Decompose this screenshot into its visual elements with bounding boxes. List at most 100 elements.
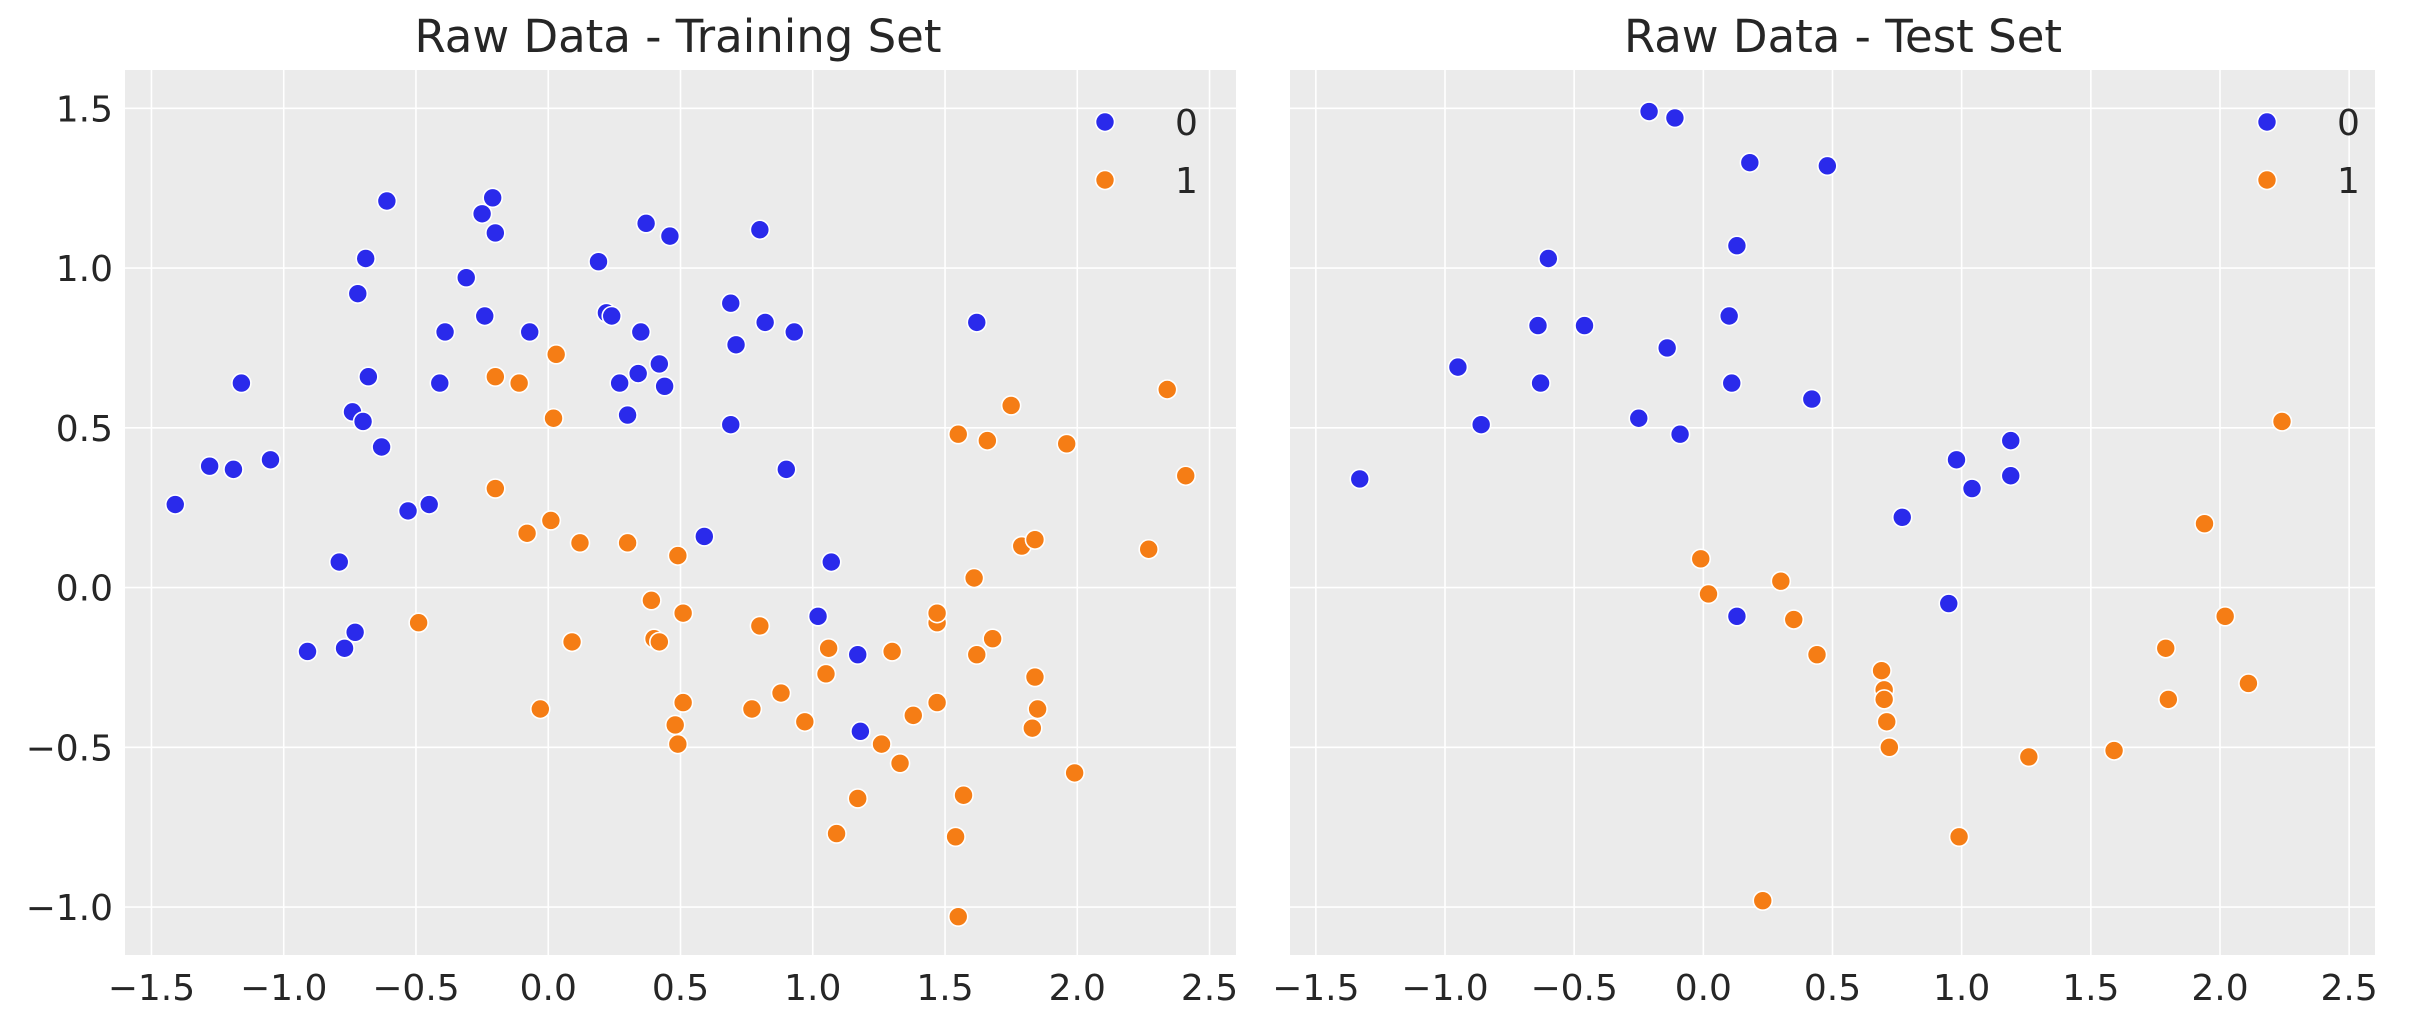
data-point-class-0: [1726, 235, 1748, 257]
data-point-class-0: [429, 372, 451, 394]
x-tick-label: −0.5: [1530, 968, 1617, 1009]
data-point-class-0: [659, 225, 681, 247]
x-tick-label: 2.5: [2321, 968, 2378, 1009]
data-point-class-0: [609, 372, 630, 394]
data-point-class-1: [530, 698, 551, 720]
data-point-class-1: [1056, 433, 1078, 455]
data-point-class-1: [561, 631, 583, 653]
x-tick-label: −1.5: [1272, 968, 1359, 1009]
data-point-class-0: [1628, 407, 1650, 429]
data-point-class-1: [1690, 548, 1712, 570]
legend-marker: [1094, 169, 1116, 191]
data-point-class-0: [635, 213, 657, 234]
data-point-class-1: [847, 788, 869, 809]
data-point-class-0: [328, 551, 350, 573]
data-point-class-0: [223, 459, 244, 480]
data-point-class-0: [807, 606, 829, 627]
data-point-class-1: [963, 567, 985, 589]
data-point-class-0: [1530, 372, 1551, 394]
data-point-class-0: [1638, 101, 1660, 122]
data-point-class-1: [1175, 465, 1197, 487]
data-point-class-1: [770, 682, 792, 704]
x-tick-label: 2.5: [1181, 968, 1238, 1009]
x-tick-label: 0.0: [520, 968, 577, 1009]
data-point-class-1: [641, 590, 662, 611]
x-tick-label: 0.0: [1675, 968, 1732, 1009]
data-point-class-0: [1574, 315, 1595, 336]
y-tick-label: −1.0: [26, 888, 113, 929]
data-point-class-0: [1801, 388, 1823, 410]
data-point-class-0: [776, 459, 797, 480]
data-point-class-0: [1721, 372, 1743, 394]
x-tick-label: −1.0: [240, 968, 327, 1009]
data-point-class-0: [485, 222, 506, 244]
data-point-class-1: [977, 430, 998, 451]
y-tick-label: 0.0: [56, 569, 113, 610]
data-point-class-0: [434, 321, 456, 343]
data-point-class-0: [850, 721, 871, 742]
data-point-class-0: [630, 321, 652, 343]
data-point-class-1: [741, 698, 763, 720]
data-point-class-1: [667, 545, 689, 566]
data-point-class-1: [672, 602, 694, 624]
data-point-class-0: [355, 248, 377, 269]
data-point-class-0: [1656, 337, 1678, 359]
legend-label: 1: [1175, 161, 1198, 202]
data-point-class-0: [164, 494, 186, 515]
data-point-class-0: [371, 436, 392, 458]
data-point-class-1: [945, 826, 966, 848]
data-point-class-0: [347, 283, 369, 304]
data-point-class-0: [519, 321, 541, 343]
data-point-class-1: [569, 532, 591, 554]
chart-title: Raw Data - Test Set: [1624, 10, 2062, 63]
data-point-class-1: [1022, 717, 1043, 739]
data-point-class-1: [2018, 746, 2040, 768]
data-point-class-1: [818, 637, 839, 659]
legend-marker: [1094, 111, 1116, 133]
data-point-class-0: [1470, 414, 1492, 435]
data-point-class-0: [1961, 478, 1983, 499]
data-point-class-0: [1946, 449, 1967, 471]
data-point-class-0: [1938, 593, 1960, 614]
data-point-class-1: [794, 711, 816, 733]
data-point-class-0: [297, 641, 318, 662]
data-point-class-1: [545, 344, 567, 365]
data-point-class-1: [1024, 529, 1046, 550]
data-point-class-1: [1873, 689, 1895, 710]
data-point-class-1: [966, 644, 988, 665]
y-tick-label: −0.5: [26, 728, 113, 769]
data-point-class-0: [1891, 506, 1913, 528]
data-point-class-0: [231, 372, 252, 394]
data-point-class-1: [485, 366, 506, 388]
data-point-class-1: [1064, 762, 1085, 784]
data-point-class-1: [1879, 737, 1900, 758]
data-point-class-1: [982, 628, 1003, 650]
data-point-class-0: [720, 292, 742, 314]
data-point-class-0: [474, 305, 496, 327]
data-point-class-0: [1817, 155, 1838, 177]
data-point-class-1: [881, 641, 903, 662]
y-tick-label: 0.5: [56, 409, 113, 450]
y-tick-label: 1.5: [56, 89, 113, 130]
data-point-class-1: [2214, 606, 2236, 627]
data-point-class-0: [649, 353, 670, 375]
data-point-class-1: [749, 615, 771, 637]
x-tick-label: 0.5: [1804, 968, 1861, 1009]
data-point-class-1: [1000, 395, 1022, 416]
data-point-class-0: [418, 494, 440, 515]
data-point-class-0: [1349, 468, 1371, 490]
legend-marker: [2256, 169, 2278, 191]
x-tick-label: 2.0: [1049, 968, 1106, 1009]
data-point-class-1: [672, 692, 694, 713]
data-point-class-1: [1783, 609, 1805, 630]
data-point-class-1: [667, 733, 689, 755]
data-point-class-1: [815, 663, 837, 685]
data-point-class-1: [1027, 698, 1048, 720]
data-point-class-1: [2103, 740, 2125, 761]
data-point-class-0: [601, 305, 623, 327]
data-point-class-0: [966, 312, 988, 333]
data-point-class-1: [947, 906, 969, 927]
x-tick-label: 1.0: [1933, 968, 1990, 1009]
x-tick-label: 2.0: [2191, 968, 2248, 1009]
